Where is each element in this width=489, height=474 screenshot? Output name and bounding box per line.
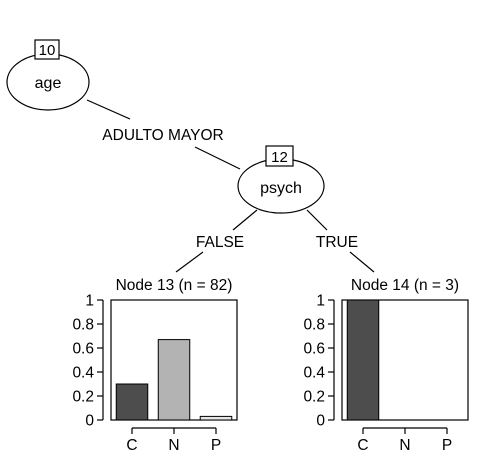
node-14-x-tick-label-p: P bbox=[442, 437, 452, 454]
node-14-x-tick-label-n: N bbox=[399, 437, 410, 454]
psych-node-id-box bbox=[265, 145, 294, 167]
node-13-y-tick-label: 0.2 bbox=[72, 389, 94, 406]
node-13-bar-n bbox=[157, 339, 191, 421]
edge-label-true: TRUE bbox=[316, 234, 358, 251]
edge-label-false: FALSE bbox=[196, 234, 244, 251]
node-13-x-tick-label-c: C bbox=[126, 437, 137, 454]
edge-true-to-node14 bbox=[349, 251, 375, 273]
node-13-x-tick-label-p: P bbox=[211, 437, 221, 454]
psych-node-variable: psych bbox=[260, 180, 302, 197]
node-13-y-tick-label: 0 bbox=[85, 413, 94, 430]
root-node-id-box bbox=[34, 39, 60, 60]
node-14-y-tick-label: 0.4 bbox=[303, 365, 325, 382]
node-14-y-tick-label: 0 bbox=[316, 413, 325, 430]
node-13-bar-c bbox=[115, 383, 149, 421]
node-13-title: Node 13 (n = 82) bbox=[116, 277, 233, 294]
edge-psych-to-false bbox=[232, 209, 258, 231]
node-14-y-tick-label: 0.2 bbox=[303, 389, 325, 406]
node-14-barplot: Node 14 (n = 3) 0 0.2 0.4 0.6 0.8 1 C N P bbox=[303, 277, 469, 454]
edge-label-to-psych bbox=[194, 146, 241, 170]
node-13-y-tick-label: 0.4 bbox=[72, 365, 94, 382]
node-13-y-tick-label: 1 bbox=[85, 293, 94, 310]
node-13-barplot: Node 13 (n = 82) 0 0.2 0.4 0.6 0.8 1 C N P bbox=[72, 277, 238, 454]
node-14-y-tick-label: 0.6 bbox=[303, 341, 325, 358]
root-node: 10 age bbox=[6, 39, 90, 111]
node-13-y-tick-label: 0.6 bbox=[72, 341, 94, 358]
node-14-bar-c bbox=[346, 299, 380, 421]
node-14-x-tick-label-c: C bbox=[357, 437, 368, 454]
node-13-y-tick-label: 0.8 bbox=[72, 317, 94, 334]
node-14-title: Node 14 (n = 3) bbox=[351, 277, 459, 294]
edge-psych-to-true bbox=[306, 209, 328, 231]
root-node-id: 10 bbox=[39, 42, 56, 59]
psych-node-id: 12 bbox=[271, 149, 288, 166]
node-13-x-tick-label-n: N bbox=[168, 437, 179, 454]
node-14-y-tick-label: 0.8 bbox=[303, 317, 325, 334]
edge-root-to-label bbox=[86, 99, 131, 120]
node-14-y-tick-label: 1 bbox=[316, 293, 325, 310]
edge-false-to-node13 bbox=[175, 251, 204, 273]
root-node-variable: age bbox=[35, 75, 62, 92]
node-13-bar-p bbox=[199, 415, 233, 421]
psych-node: 12 psych bbox=[237, 145, 325, 214]
root-edge-label: ADULTO MAYOR bbox=[102, 127, 223, 144]
